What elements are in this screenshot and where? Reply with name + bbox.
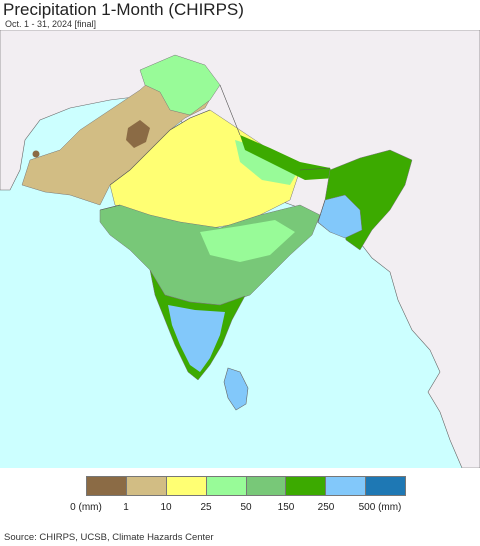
legend-swatch-0 [87, 477, 127, 495]
legend: 0 (mm) 1 10 25 50 150 250 500 (mm) [0, 468, 480, 530]
legend-swatch-3 [206, 477, 247, 495]
legend-label-2: 10 [160, 502, 172, 513]
arid-region [21, 71, 216, 206]
legend-swatch-6 [326, 477, 367, 495]
sri-lanka [223, 367, 249, 411]
border-lines [99, 84, 331, 223]
legend-label-6: 250 [317, 502, 335, 513]
southern-wet-area [168, 305, 225, 372]
very-dry-patch [126, 120, 150, 148]
legend-swatch-7 [366, 477, 405, 495]
precipitation-map [0, 30, 480, 468]
legend-label-4: 50 [240, 502, 252, 513]
map-date-range: Oct. 1 - 31, 2024 [final] [5, 19, 97, 29]
legend-color-bar [86, 476, 406, 496]
map-header: Precipitation 1-Month (CHIRPS) Oct. 1 - … [0, 0, 480, 30]
map-title: Precipitation 1-Month (CHIRPS) [3, 0, 244, 19]
very-dry-spot [32, 150, 40, 158]
legend-label-1: 1 [123, 502, 129, 513]
legend-label-0: 0 (mm) [70, 502, 102, 513]
legend-label-5: 150 [277, 502, 295, 513]
legend-label-7: 500 (mm) [358, 502, 402, 513]
northern-mountains [139, 54, 221, 116]
source-credit: Source: CHIRPS, UCSB, Climate Hazards Ce… [4, 532, 214, 543]
legend-swatch-4 [246, 477, 287, 495]
footer: Source: CHIRPS, UCSB, Climate Hazards Ce… [0, 530, 480, 546]
legend-swatch-1 [126, 477, 167, 495]
himalaya-foothills [240, 135, 335, 180]
legend-label-3: 25 [200, 502, 212, 513]
legend-swatch-5 [286, 477, 327, 495]
moderate-rain-patch [200, 220, 295, 262]
legend-swatch-2 [166, 477, 207, 495]
bangladesh-region [317, 194, 363, 239]
